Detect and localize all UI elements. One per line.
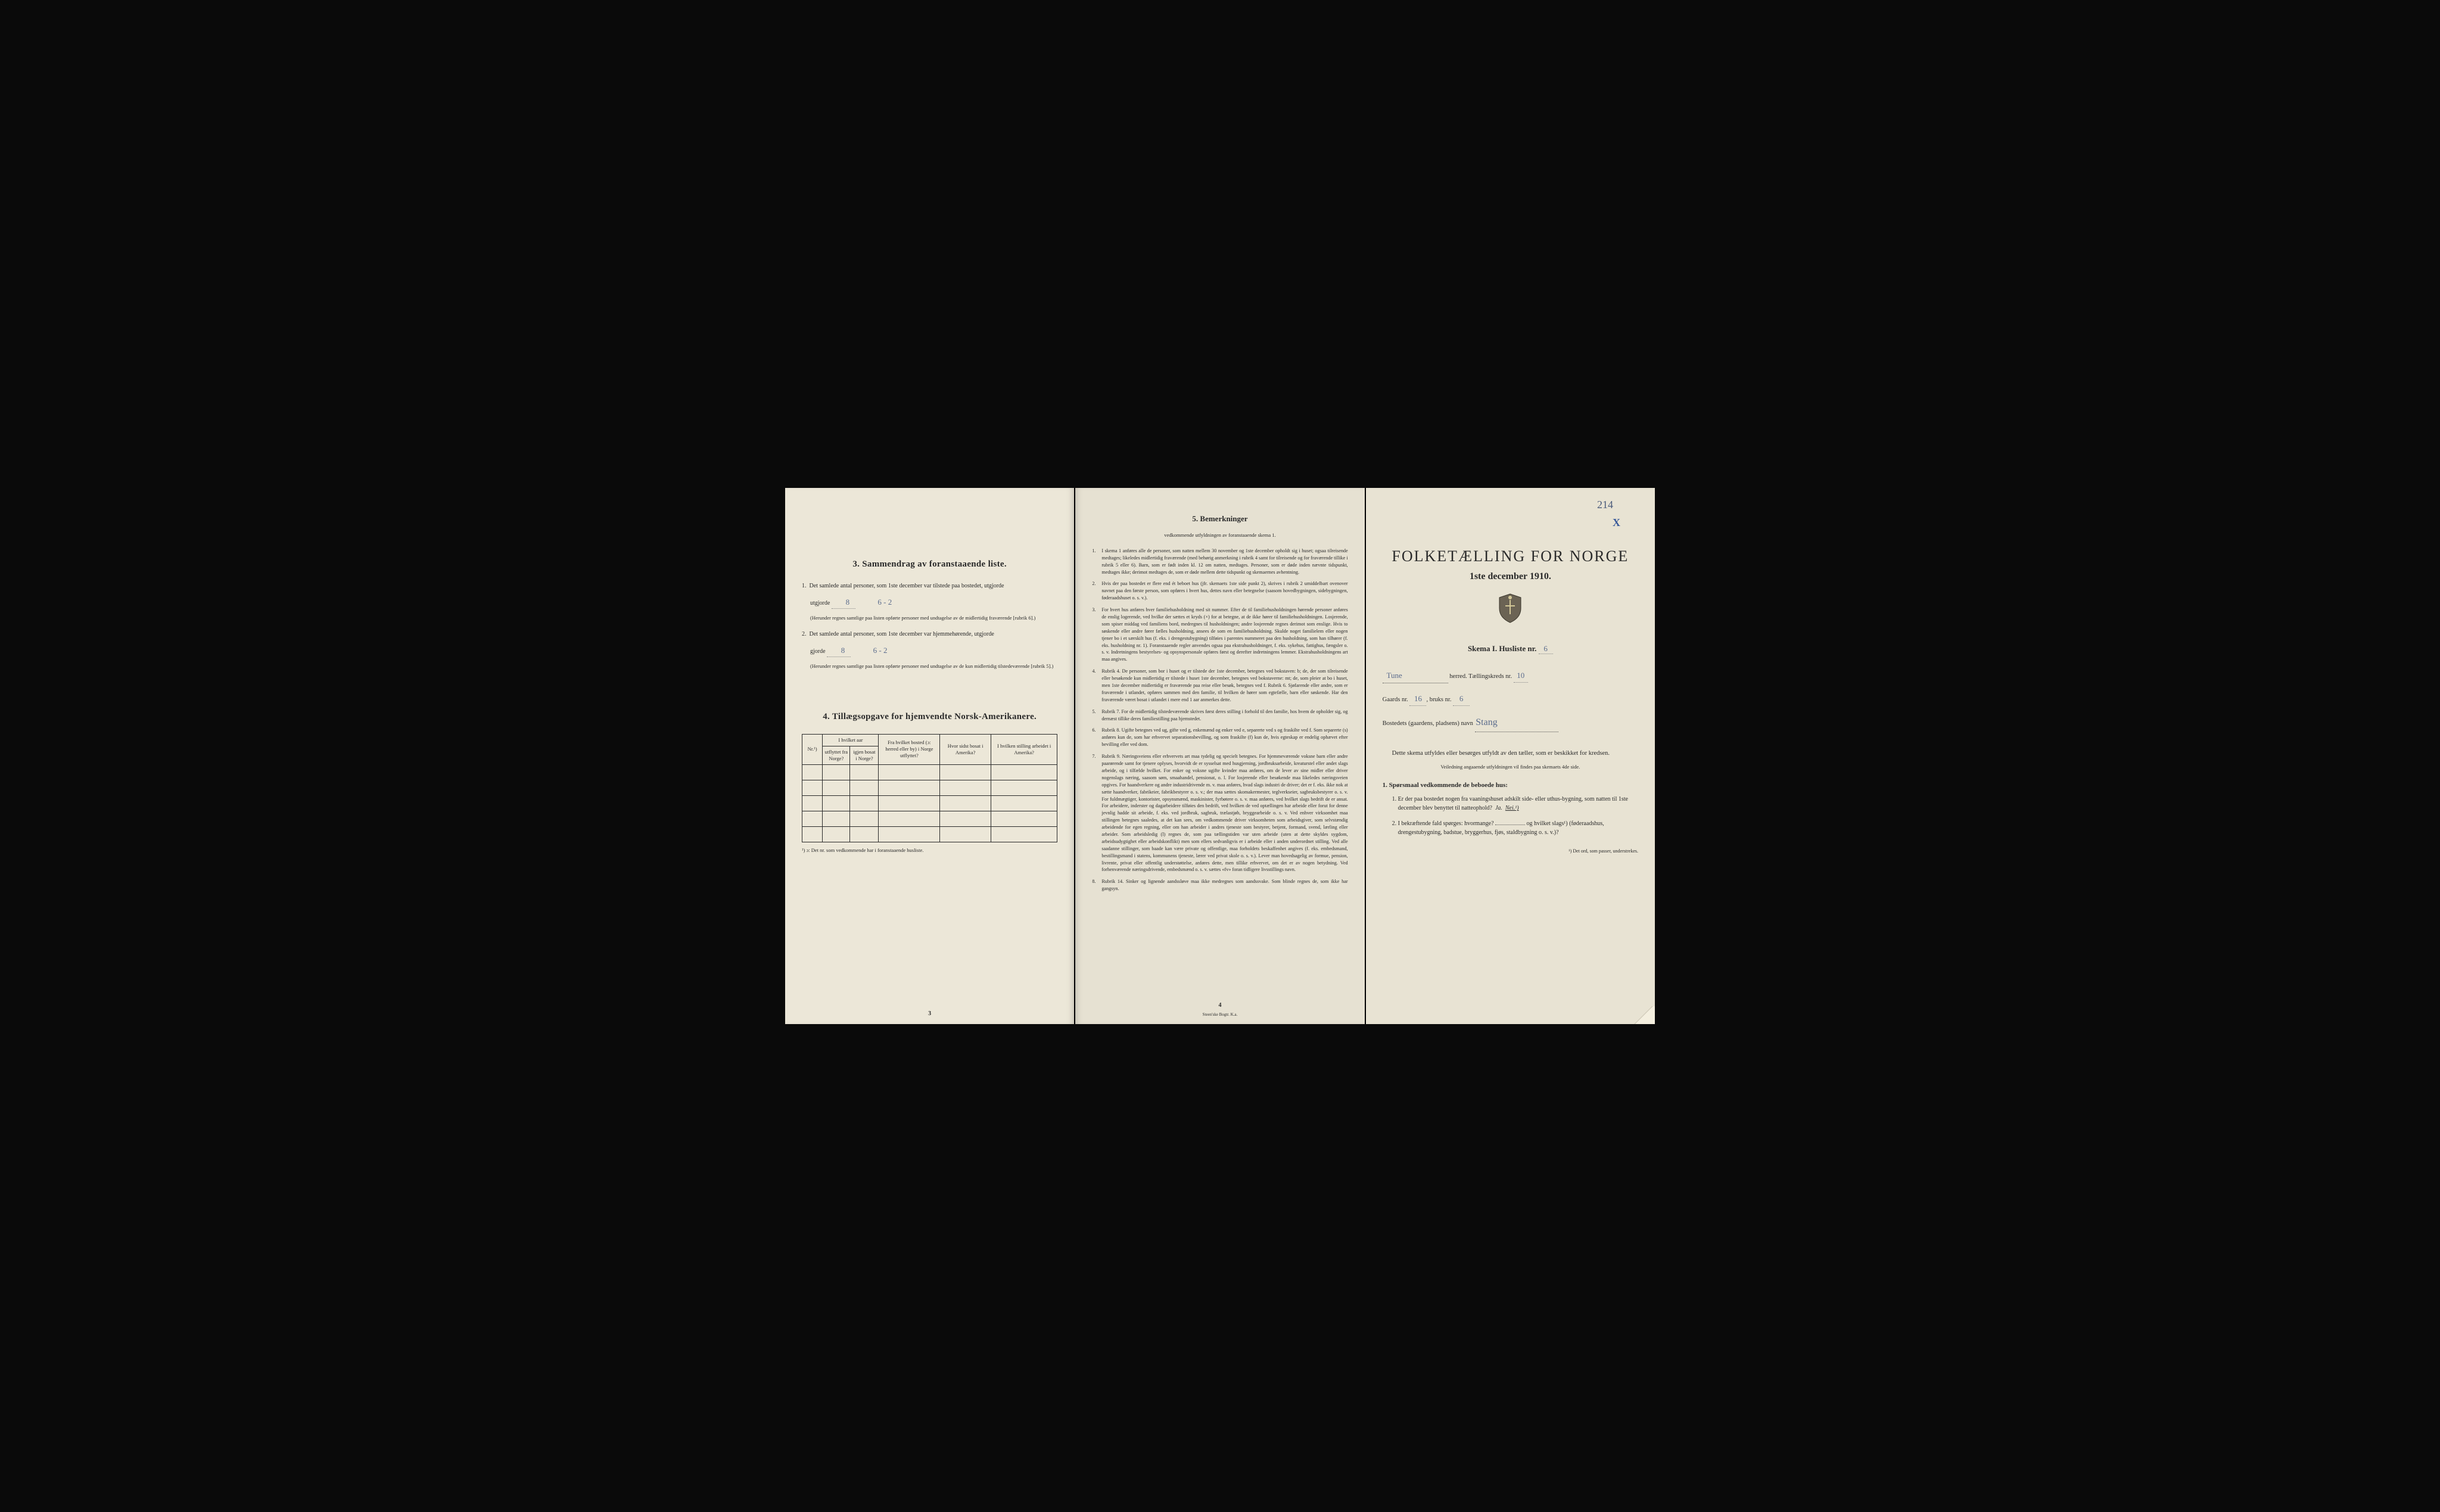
item1-value2: 6 - 2: [869, 596, 892, 608]
item2-note: (Herunder regnes samtlige paa listen opf…: [802, 663, 1057, 670]
page-corner-fold: [1632, 1006, 1655, 1024]
sub-title: 1ste december 1910.: [1383, 571, 1638, 582]
veiledning-text: Veiledning angaaende utfyldningen vil fi…: [1383, 764, 1638, 770]
th-year-group: I hvilket aar: [823, 734, 879, 746]
item1-values: utgjorde 8 6 - 2: [802, 596, 1057, 609]
table-footnote: ¹) ɔ: Det nr. som vedkommende har i fora…: [802, 847, 1057, 854]
remark-item: Rubrik 4. De personer, som bor i huset o…: [1092, 668, 1347, 703]
question-item: I bekræftende fald spørges: hvormange? o…: [1398, 819, 1638, 838]
item2: 2. Det samlede antal personer, som 1ste …: [802, 630, 1057, 639]
main-title: FOLKETÆLLING FOR NORGE: [1383, 547, 1638, 565]
skema-line: Skema I. Husliste nr. 6: [1383, 644, 1638, 654]
remark-item: For hvert hus anføres hver familiehushol…: [1092, 606, 1347, 663]
footnote: ¹) Det ord, som passer, understrekes.: [1383, 848, 1638, 854]
page-number: 4: [1218, 1002, 1221, 1009]
instruction-text: Dette skema utfyldes eller besørges utfy…: [1383, 749, 1638, 759]
page-number: 3: [928, 1010, 931, 1017]
section4-title: 4. Tillægsopgave for hjemvendte Norsk-Am…: [802, 712, 1057, 722]
page-right: 214 X FOLKETÆLLING FOR NORGE 1ste decemb…: [1366, 488, 1655, 1024]
herred-name: Tune: [1383, 668, 1406, 682]
page-middle: 5. Bemerkninger vedkommende utfyldningen…: [1075, 488, 1364, 1024]
bosted-line: Bostedets (gaardens, pladsens) navn Stan…: [1383, 714, 1638, 732]
table-row: [802, 811, 1057, 826]
item1-value: 8: [832, 596, 855, 609]
question-item: Er der paa bostedet nogen fra vaaningshu…: [1398, 795, 1638, 813]
printer-mark: Steen'ske Bogtr. K.a.: [1203, 1012, 1238, 1017]
remarks-list: I skema 1 anføres alle de personer, som …: [1092, 547, 1347, 892]
item2-value: 8: [827, 645, 851, 657]
remark-item: Rubrik 8. Ugifte betegnes ved ug, gifte …: [1092, 727, 1347, 748]
annotation-number: 214: [1597, 499, 1613, 511]
census-document: 3. Sammendrag av foranstaaende liste. 1.…: [785, 488, 1655, 1024]
section5-title: 5. Bemerkninger: [1092, 514, 1347, 524]
herred-line: Tune herred. Tællingskreds nr. 10: [1383, 668, 1638, 683]
th-bosat: igjen bosat i Norge?: [850, 746, 879, 764]
item2-values: gjorde 8 6 - 2: [802, 645, 1057, 657]
remark-item: Rubrik 9. Næringsveiens eller erhvervets…: [1092, 753, 1347, 873]
remark-item: I skema 1 anføres alle de personer, som …: [1092, 547, 1347, 576]
th-nr: Nr.¹): [802, 734, 823, 764]
item1: 1. Det samlede antal personer, som 1ste …: [802, 581, 1057, 590]
section5-subtitle: vedkommende utfyldningen av foranstaaend…: [1092, 532, 1347, 539]
amerika-tbody: [802, 764, 1057, 842]
remark-item: Rubrik 14. Sinker og lignende aandssløve…: [1092, 878, 1347, 892]
remark-item: Rubrik 7. For de midlertidig tilstedevær…: [1092, 708, 1347, 723]
th-utflyttet: utflyttet fra Norge?: [823, 746, 850, 764]
page-left: 3. Sammendrag av foranstaaende liste. 1.…: [785, 488, 1074, 1024]
gaards-line: Gaards nr. 16, bruks nr. 6: [1383, 692, 1638, 706]
table-row: [802, 826, 1057, 842]
bruks-nr: 6: [1453, 692, 1470, 706]
questions-heading: 1. Spørsmaal vedkommende de beboede hus:: [1383, 782, 1638, 789]
th-amerika: Hvor sidst bosat i Amerika?: [940, 734, 991, 764]
item2-value2: 6 - 2: [864, 645, 888, 657]
answer-nei: Nei.¹): [1505, 805, 1519, 811]
remark-item: Hvis der paa bostedet er flere end ét be…: [1092, 580, 1347, 602]
th-bosted: Fra hvilket bosted (ɔ: herred eller by) …: [879, 734, 940, 764]
th-stilling: I hvilken stilling arbeidet i Amerika?: [991, 734, 1057, 764]
gaards-nr: 16: [1409, 692, 1426, 706]
section3-title: 3. Sammendrag av foranstaaende liste.: [802, 559, 1057, 570]
table-row: [802, 795, 1057, 811]
item1-note: (Herunder regnes samtlige paa listen opf…: [802, 615, 1057, 622]
table-row: [802, 780, 1057, 795]
kreds-nr: 10: [1514, 668, 1528, 683]
table-row: [802, 764, 1057, 780]
amerika-table: Nr.¹) I hvilket aar Fra hvilket bosted (…: [802, 734, 1057, 842]
husliste-nr: 6: [1539, 644, 1553, 654]
questions-list: Er der paa bostedet nogen fra vaaningshu…: [1383, 795, 1638, 838]
annotation-x: X: [1613, 517, 1620, 529]
bosted-navn: Stang: [1475, 714, 1499, 732]
coat-of-arms-icon: [1383, 593, 1638, 630]
